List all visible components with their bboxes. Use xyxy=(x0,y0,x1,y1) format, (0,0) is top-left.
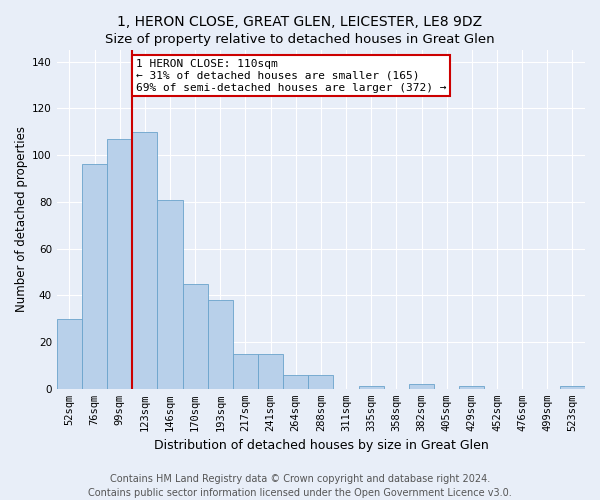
Bar xyxy=(107,139,132,389)
Y-axis label: Number of detached properties: Number of detached properties xyxy=(15,126,28,312)
Bar xyxy=(308,375,334,389)
Bar xyxy=(560,386,585,389)
Bar xyxy=(157,200,182,389)
Bar xyxy=(258,354,283,389)
Text: Contains HM Land Registry data © Crown copyright and database right 2024.
Contai: Contains HM Land Registry data © Crown c… xyxy=(88,474,512,498)
Bar xyxy=(409,384,434,389)
Bar xyxy=(82,164,107,389)
Bar xyxy=(57,318,82,389)
Text: Size of property relative to detached houses in Great Glen: Size of property relative to detached ho… xyxy=(105,32,495,46)
Bar xyxy=(459,386,484,389)
Bar xyxy=(359,386,384,389)
Bar xyxy=(283,375,308,389)
Bar xyxy=(182,284,208,389)
Bar xyxy=(233,354,258,389)
Bar xyxy=(132,132,157,389)
Text: 1, HERON CLOSE, GREAT GLEN, LEICESTER, LE8 9DZ: 1, HERON CLOSE, GREAT GLEN, LEICESTER, L… xyxy=(118,15,482,29)
Text: 1 HERON CLOSE: 110sqm
← 31% of detached houses are smaller (165)
69% of semi-det: 1 HERON CLOSE: 110sqm ← 31% of detached … xyxy=(136,60,446,92)
X-axis label: Distribution of detached houses by size in Great Glen: Distribution of detached houses by size … xyxy=(154,440,488,452)
Bar xyxy=(208,300,233,389)
